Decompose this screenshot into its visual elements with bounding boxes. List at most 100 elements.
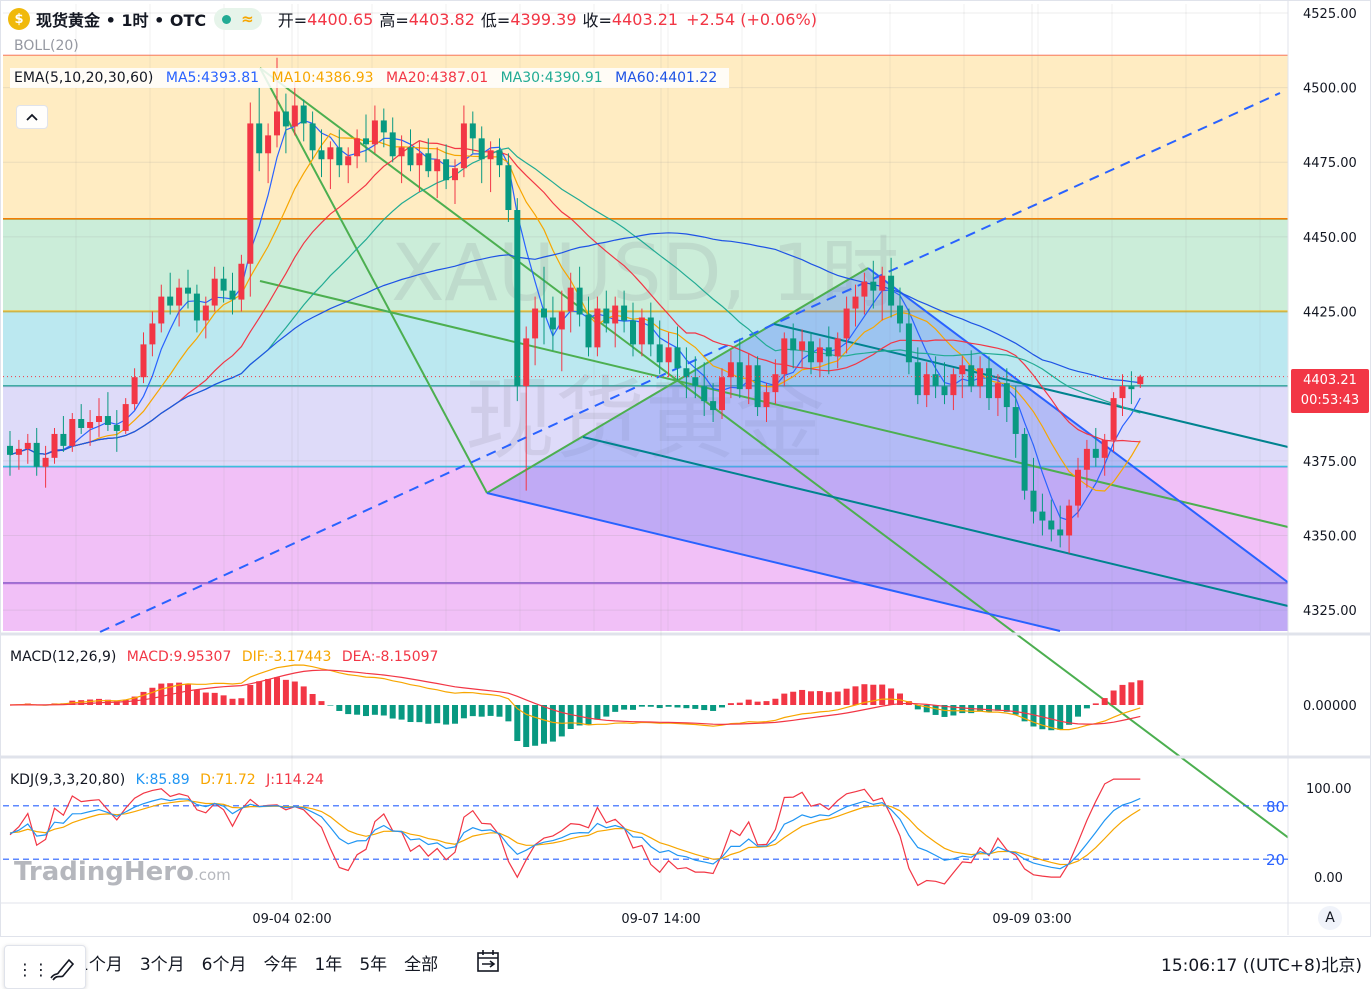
close-key: 收= — [582, 11, 612, 30]
macd-histogram-bar — [211, 692, 218, 705]
j-value: J:114.24 — [266, 772, 324, 788]
candle-body — [1101, 439, 1108, 458]
candle-body — [727, 362, 734, 378]
candle-body — [371, 120, 378, 145]
boll-legend[interactable]: BOLL(20) — [14, 38, 79, 54]
macd-histogram-bar — [567, 705, 574, 730]
macd-histogram-bar — [959, 705, 966, 714]
ema-legend[interactable]: EMA(5,10,20,30,60) MA5:4393.81 MA10:4386… — [10, 68, 730, 88]
candle-body — [745, 365, 752, 390]
collapse-legend-button[interactable] — [16, 105, 48, 129]
candle-body — [460, 123, 467, 169]
channel-line-upper — [773, 323, 1289, 448]
candle-body — [327, 147, 334, 160]
candle-body — [950, 374, 957, 396]
candle-body — [407, 147, 414, 166]
macd-legend[interactable]: MACD(12,26,9) MACD:9.95307 DIF:-3.17443 … — [10, 649, 444, 665]
macd-histogram-bar — [1066, 705, 1073, 725]
macd-histogram-bar — [630, 705, 636, 710]
price-tick-label: 4500.00 — [1303, 82, 1357, 97]
macd-histogram-bar — [1092, 703, 1099, 705]
price-tick-label: 4450.00 — [1303, 231, 1357, 246]
date-range-icon[interactable] — [474, 947, 502, 979]
candle-body — [389, 132, 396, 157]
kdj-legend[interactable]: KDJ(9,3,3,20,80) K:85.89 D:71.72 J:114.2… — [10, 772, 330, 788]
macd-histogram-bar — [505, 705, 512, 722]
kdj-20-label: 20 — [1266, 851, 1285, 869]
drawing-pen-icon[interactable] — [47, 954, 77, 986]
macd-histogram-bar — [585, 705, 592, 726]
range-ytd[interactable]: 今年 — [263, 955, 298, 975]
macd-histogram-bar — [914, 705, 921, 710]
last-price: 4403.21 — [1303, 373, 1357, 388]
candle-body — [1039, 511, 1046, 521]
macd-histogram-bar — [549, 705, 556, 742]
macd-histogram-bar — [870, 684, 877, 705]
grip-dots-icon[interactable]: ⋮⋮ — [17, 960, 49, 979]
macd-histogram-bar — [1110, 690, 1117, 705]
range-1y[interactable]: 1年 — [314, 955, 343, 975]
auto-scale-button[interactable]: A — [1318, 906, 1342, 930]
macd-histogram-bar — [745, 699, 752, 705]
kdj-pane: 80 20 100.00 0.00 — [3, 778, 1352, 887]
candle-body — [42, 457, 49, 467]
candle-body — [51, 433, 58, 458]
candle-body — [905, 323, 912, 363]
timezone-clock[interactable]: 15:06:17 ((UTC+8)北京) — [1161, 956, 1363, 976]
dif-value: DIF:-3.17443 — [241, 649, 332, 665]
candle-body — [1057, 529, 1064, 536]
macd-histogram-bar — [1075, 705, 1081, 717]
candle-body — [692, 377, 699, 387]
symbol-title[interactable]: 现货黄金 • 1时 • OTC — [36, 11, 207, 30]
candle-body — [238, 263, 245, 300]
price-tick-label: 4325.00 — [1303, 604, 1357, 619]
candle-body — [140, 344, 147, 378]
candle-body — [977, 368, 984, 387]
high-key: 高= — [379, 11, 409, 30]
range-1m[interactable]: 1个月 — [78, 955, 123, 975]
macd-histogram-bar — [879, 684, 886, 705]
candle-body — [834, 338, 841, 357]
time-tick-label: 09-09 03:00 — [992, 912, 1071, 927]
candle-body — [496, 150, 503, 166]
kdj-80-label: 80 — [1266, 798, 1285, 816]
candle-body — [1092, 448, 1099, 458]
candle-body — [514, 210, 521, 387]
macd-histogram-bar — [816, 691, 823, 705]
high-value: 4403.82 — [408, 9, 475, 29]
macd-histogram-bar — [149, 687, 156, 705]
macd-histogram-bar — [113, 701, 120, 705]
macd-pane: 0.00000 — [9, 664, 1357, 747]
candle-body — [621, 305, 628, 321]
market-status-pill[interactable]: ≈ — [214, 8, 262, 30]
range-6m[interactable]: 6个月 — [201, 955, 247, 975]
candle-body — [149, 323, 156, 345]
range-5y[interactable]: 5年 — [359, 955, 388, 975]
macd-histogram-bar — [371, 705, 378, 715]
macd-histogram-bar — [176, 682, 183, 705]
candle-body — [888, 275, 895, 306]
macd-histogram-bar — [852, 686, 859, 705]
candle-body — [229, 290, 236, 300]
macd-histogram-bar — [202, 692, 209, 705]
candle-body — [656, 344, 663, 363]
candle-body — [300, 105, 307, 124]
range-3m[interactable]: 3个月 — [139, 955, 185, 975]
market-open-dot-icon — [222, 14, 232, 24]
range-all[interactable]: 全部 — [404, 955, 439, 975]
macd-tick-label: 0.00000 — [1303, 699, 1357, 714]
drawing-toolbox[interactable]: ⋮⋮ — [4, 945, 86, 989]
kdj-k-line — [9, 797, 1141, 870]
candle-body — [211, 278, 218, 306]
candle-body — [603, 308, 610, 324]
candle-body — [825, 347, 832, 357]
macd-histogram-bar — [825, 692, 832, 705]
gold-coin-icon: $ — [8, 8, 30, 30]
kdj-label: KDJ(9,3,3,20,80) — [10, 772, 126, 788]
macd-histogram-bar — [736, 702, 743, 705]
candle-body — [959, 365, 966, 375]
price-tick-label: 4525.00 — [1303, 7, 1357, 22]
macd-histogram-bar — [309, 693, 316, 705]
symbol-header[interactable]: $ 现货黄金 • 1时 • OTC ≈ 开= 4400.65 高= 4403.82 … — [8, 6, 817, 32]
